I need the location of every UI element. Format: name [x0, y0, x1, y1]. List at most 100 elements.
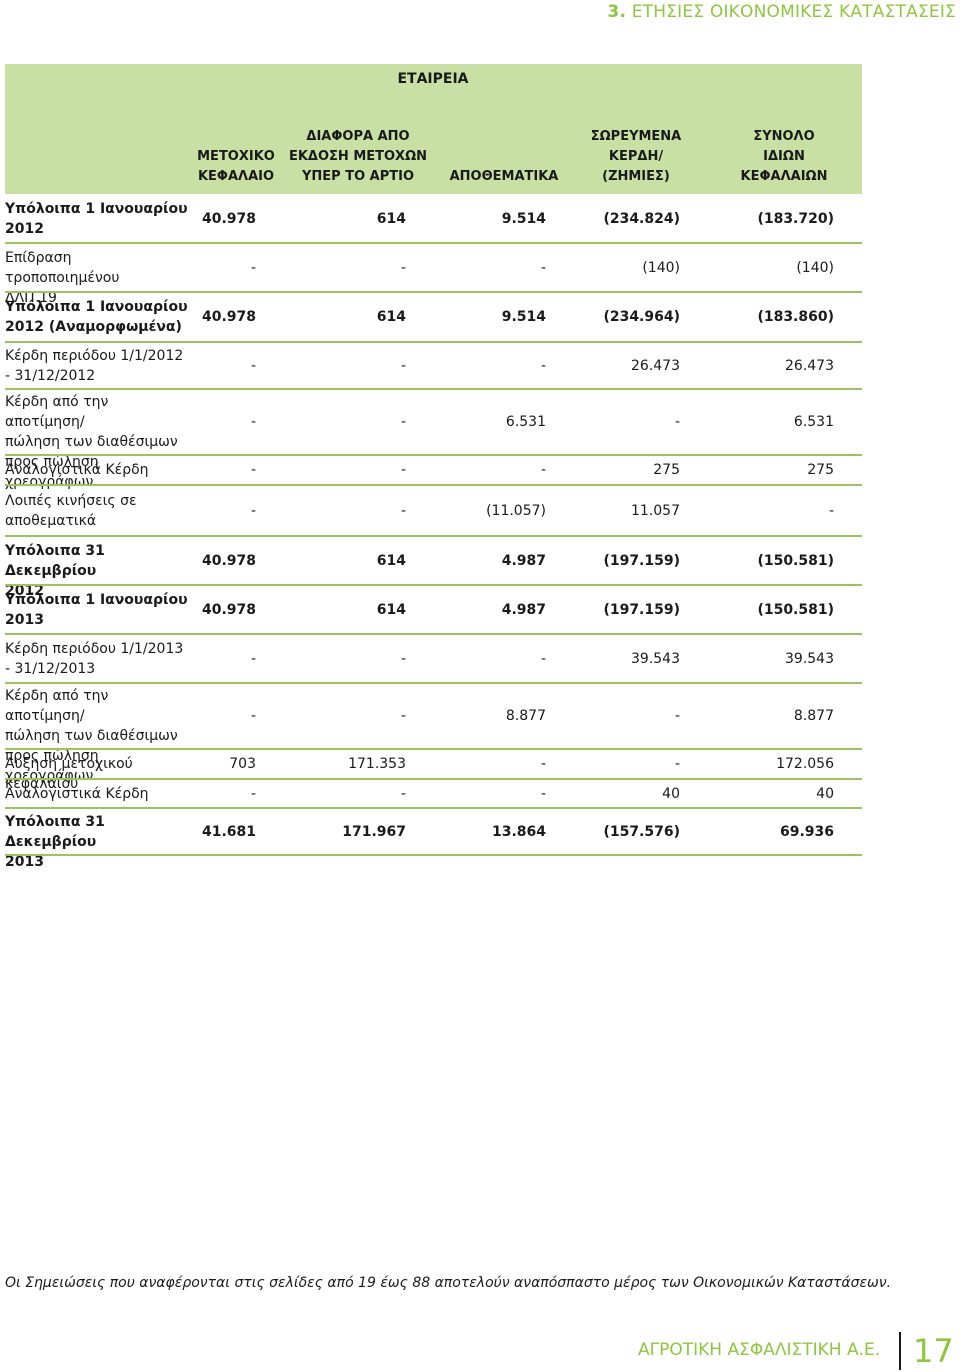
table-cell: 171.353 [348, 756, 406, 772]
row-label-line: προς πώληση χρεογράφων [5, 748, 99, 784]
row-divider [5, 341, 862, 343]
page-number: 17 [913, 1332, 954, 1370]
row-label-line: Κέρδη από την αποτίμηση/ [5, 688, 109, 724]
table-cell: 275 [807, 462, 834, 478]
table-cell: - [250, 502, 256, 519]
column-header: ΔΙΑΦΟΡΑ ΑΠΟ ΕΚΔΟΣΗ ΜΕΤΟΧΩΝ ΥΠΕΡ ΤΟ ΑΡΤΙΟ [278, 127, 438, 187]
table-cell: - [540, 259, 546, 276]
table-cell: 40.978 [201, 210, 256, 227]
table-cell: 171.967 [342, 823, 406, 840]
table-cell: 39.543 [631, 650, 680, 667]
header-band [193, 64, 862, 194]
table-cell: 9.514 [501, 309, 546, 325]
table-cell: - [250, 785, 256, 802]
table-cell: 26.473 [631, 357, 680, 374]
row-divider [5, 682, 862, 684]
row-label-line: Λοιπές κινήσεις σε [5, 492, 137, 509]
row-divider [5, 633, 862, 635]
table-cell: - [828, 502, 834, 519]
table-cell: - [250, 414, 256, 430]
table-cell: - [250, 650, 256, 667]
row-label: Κέρδη περιόδου 1/1/2012 - 31/12/2012 [5, 346, 190, 386]
row-divider [5, 584, 862, 586]
table-cell: 40 [662, 785, 680, 802]
column-header-line: (ΖΗΜΙΕΣ) [602, 169, 670, 184]
table-cell: 6.531 [505, 414, 546, 430]
company-header: ΕΤΑΙΡΕΙΑ [397, 71, 469, 87]
row-label-line: Αυξηση μετοχικού κεφαλαίου [5, 756, 133, 792]
table-cell: (234.824) [603, 210, 680, 227]
table-cell: - [540, 462, 546, 478]
table-cell: (140) [642, 259, 680, 276]
row-divider [5, 748, 862, 750]
row-label-line: Κέρδη από την αποτίμηση/ [5, 394, 109, 430]
row-label-line: 2012 [5, 220, 44, 237]
row-label: Αυξηση μετοχικού κεφαλαίου [5, 754, 190, 794]
row-label-line: Υπόλοιπα 1 Ιανουαρίου [5, 591, 188, 608]
row-label-line: πώληση των διαθέσιμων [5, 728, 178, 744]
row-divider [5, 242, 862, 244]
table-cell: 39.543 [785, 650, 834, 667]
row-label: Υπόλοιπα 1 Ιανουαρίου 2012 [5, 199, 190, 239]
table-cell: 41.681 [201, 823, 256, 840]
table-cell: (183.720) [757, 210, 834, 227]
table-cell: 275 [653, 462, 680, 478]
row-label-line: Υπόλοιπα 1 Ιανουαρίου [5, 200, 188, 217]
row-divider [5, 807, 862, 809]
table-cell: - [400, 650, 406, 667]
row-divider [5, 535, 862, 537]
table-cell: 614 [376, 309, 406, 325]
table-cell: - [540, 756, 546, 772]
column-header-line: ΚΕΦΑΛΑΙΩΝ [740, 169, 828, 184]
table-cell: - [540, 357, 546, 374]
table-cell: - [540, 650, 546, 667]
table-cell: - [400, 785, 406, 802]
table-cell: (140) [796, 259, 834, 276]
column-header-line: ΥΠΕΡ ΤΟ ΑΡΤΙΟ [301, 169, 415, 184]
row-label-line: Υπόλοιπα 1 Ιανουαρίου [5, 299, 188, 315]
column-header-line: ΚΕΡΔΗ/ [608, 149, 664, 164]
table-cell: - [250, 708, 256, 724]
footer-divider [899, 1332, 901, 1370]
row-label-line: Κέρδη περιόδου 1/1/2013 [5, 640, 184, 657]
row-label: Λοιπές κινήσεις σε αποθεματικά [5, 491, 190, 531]
column-header-line: ΕΚΔΟΣΗ ΜΕΤΟΧΩΝ [288, 149, 428, 164]
row-label: Υπόλοιπα 1 Ιανουαρίου 2013 [5, 590, 190, 630]
row-label-line: Κέρδη περιόδου 1/1/2012 [5, 347, 184, 364]
column-header-line: ΚΕΦΑΛΑΙΟ [197, 169, 275, 184]
table-cell: - [674, 414, 680, 430]
row-label-line: Αναλογιστικά Κέρδη [5, 462, 149, 478]
row-label: Υπόλοιπα 31 Δεκεμβρίου 2012 [5, 541, 190, 601]
table-cell: 40 [816, 785, 834, 802]
column-header-line: ΑΠΟΘΕΜΑΤΙΚΑ [449, 169, 559, 184]
table-cell: - [400, 502, 406, 519]
table-cell: - [250, 357, 256, 374]
table-cell: (234.964) [603, 309, 680, 325]
table-cell: 11.057 [631, 502, 680, 519]
row-label: Υπόλοιπα 31 Δεκεμβρίου 2013 [5, 812, 190, 872]
table-cell: - [400, 462, 406, 478]
table-cell: 40.978 [201, 601, 256, 618]
footer-company: ΑΓΡΟΤΙΚΗ ΑΣΦΑΛΙΣΤΙΚΗ Α.Ε. [638, 1340, 881, 1360]
table-cell: 13.864 [491, 823, 546, 840]
row-label-line: 2012 [5, 582, 44, 599]
column-header-line: ΙΔΙΩΝ [763, 149, 805, 164]
row-label: Κέρδη από την αποτίμηση/πώληση των διαθέ… [5, 392, 190, 492]
row-label: Υπόλοιπα 1 Ιανουαρίου 2012 (Αναμορφωμένα) [5, 297, 190, 337]
table-cell: 8.877 [505, 708, 546, 724]
table-cell: 8.877 [793, 708, 834, 724]
table-cell: - [400, 414, 406, 430]
table-cell: (157.576) [603, 823, 680, 840]
section-number: 3. [607, 2, 627, 22]
row-label-line: Υπόλοιπα 31 Δεκεμβρίου [5, 813, 105, 850]
column-header: ΑΠΟΘΕΜΑΤΙΚΑ [424, 167, 584, 187]
section-title: 3. ΕΤΗΣΙΕΣ ΟΙΚΟΝΟΜΙΚΕΣ ΚΑΤΑΣΤΑΣΕΙΣ [607, 2, 956, 22]
row-label: Αναλογιστικά Κέρδη [5, 784, 190, 804]
table-cell: 703 [229, 756, 256, 772]
column-header-line: ΣΩΡΕΥΜΕΝΑ [590, 129, 682, 144]
table-cell: - [400, 259, 406, 276]
row-divider [5, 291, 862, 293]
row-label-line: 2013 [5, 611, 44, 628]
table-cell: (150.581) [757, 552, 834, 569]
row-label-line: Επίδραση τροποποιημένου [5, 249, 120, 286]
